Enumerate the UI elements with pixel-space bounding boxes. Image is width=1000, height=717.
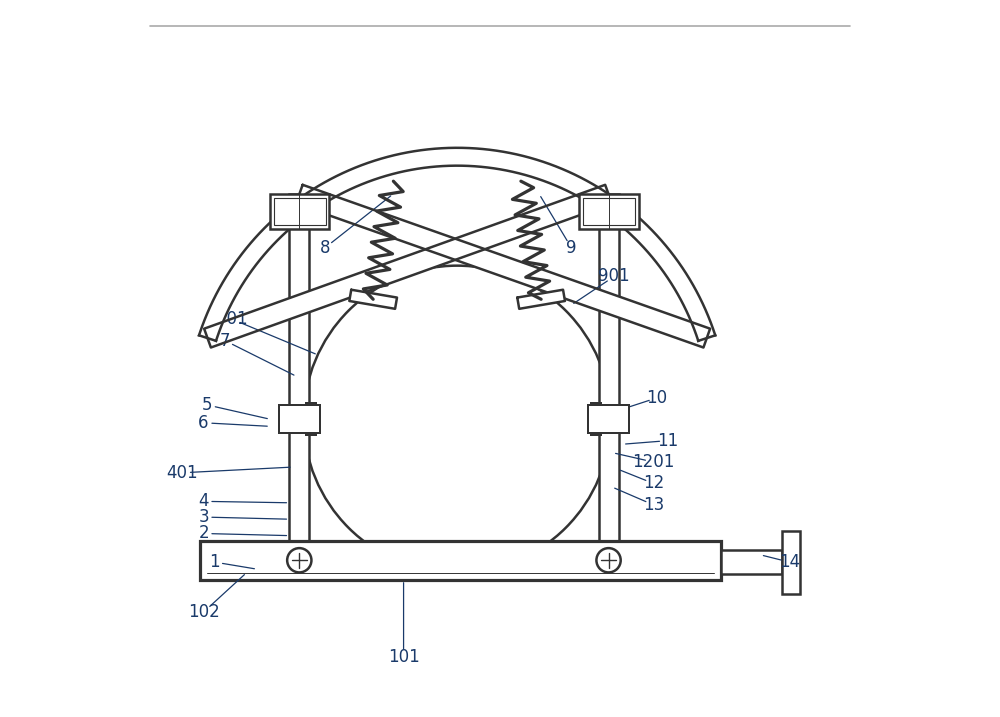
Bar <box>270 194 329 229</box>
Bar <box>591 404 601 435</box>
Bar <box>200 541 721 580</box>
Bar <box>289 194 309 541</box>
Bar <box>599 194 619 541</box>
Polygon shape <box>296 185 710 348</box>
Polygon shape <box>349 290 397 309</box>
Text: 13: 13 <box>643 496 664 514</box>
Text: 102: 102 <box>188 603 219 621</box>
Bar <box>274 198 326 225</box>
Bar <box>721 551 782 574</box>
Polygon shape <box>204 185 612 348</box>
Text: 1201: 1201 <box>632 453 675 471</box>
Text: 12: 12 <box>643 475 664 493</box>
Text: 8: 8 <box>320 239 330 257</box>
Text: 5: 5 <box>202 396 212 414</box>
Text: 9: 9 <box>566 239 577 257</box>
Text: 4: 4 <box>198 493 209 511</box>
Bar <box>306 404 316 435</box>
Circle shape <box>304 266 611 573</box>
Bar <box>782 531 800 594</box>
Text: 2: 2 <box>198 524 209 543</box>
Text: 701: 701 <box>216 310 248 328</box>
Bar <box>579 194 639 229</box>
Text: 3: 3 <box>198 508 209 526</box>
Circle shape <box>596 548 621 572</box>
Text: 401: 401 <box>166 464 198 482</box>
Polygon shape <box>517 290 565 309</box>
Text: 7: 7 <box>220 332 230 350</box>
Text: 901: 901 <box>598 267 630 285</box>
Circle shape <box>287 548 311 572</box>
Text: 1: 1 <box>209 553 220 571</box>
Text: 10: 10 <box>647 389 668 407</box>
Bar <box>583 198 635 225</box>
Polygon shape <box>199 148 715 341</box>
Text: 11: 11 <box>657 432 678 450</box>
Text: 14: 14 <box>779 553 800 571</box>
Bar <box>588 405 629 434</box>
Text: 6: 6 <box>198 414 209 432</box>
Text: 101: 101 <box>388 648 419 666</box>
Bar <box>279 405 320 434</box>
